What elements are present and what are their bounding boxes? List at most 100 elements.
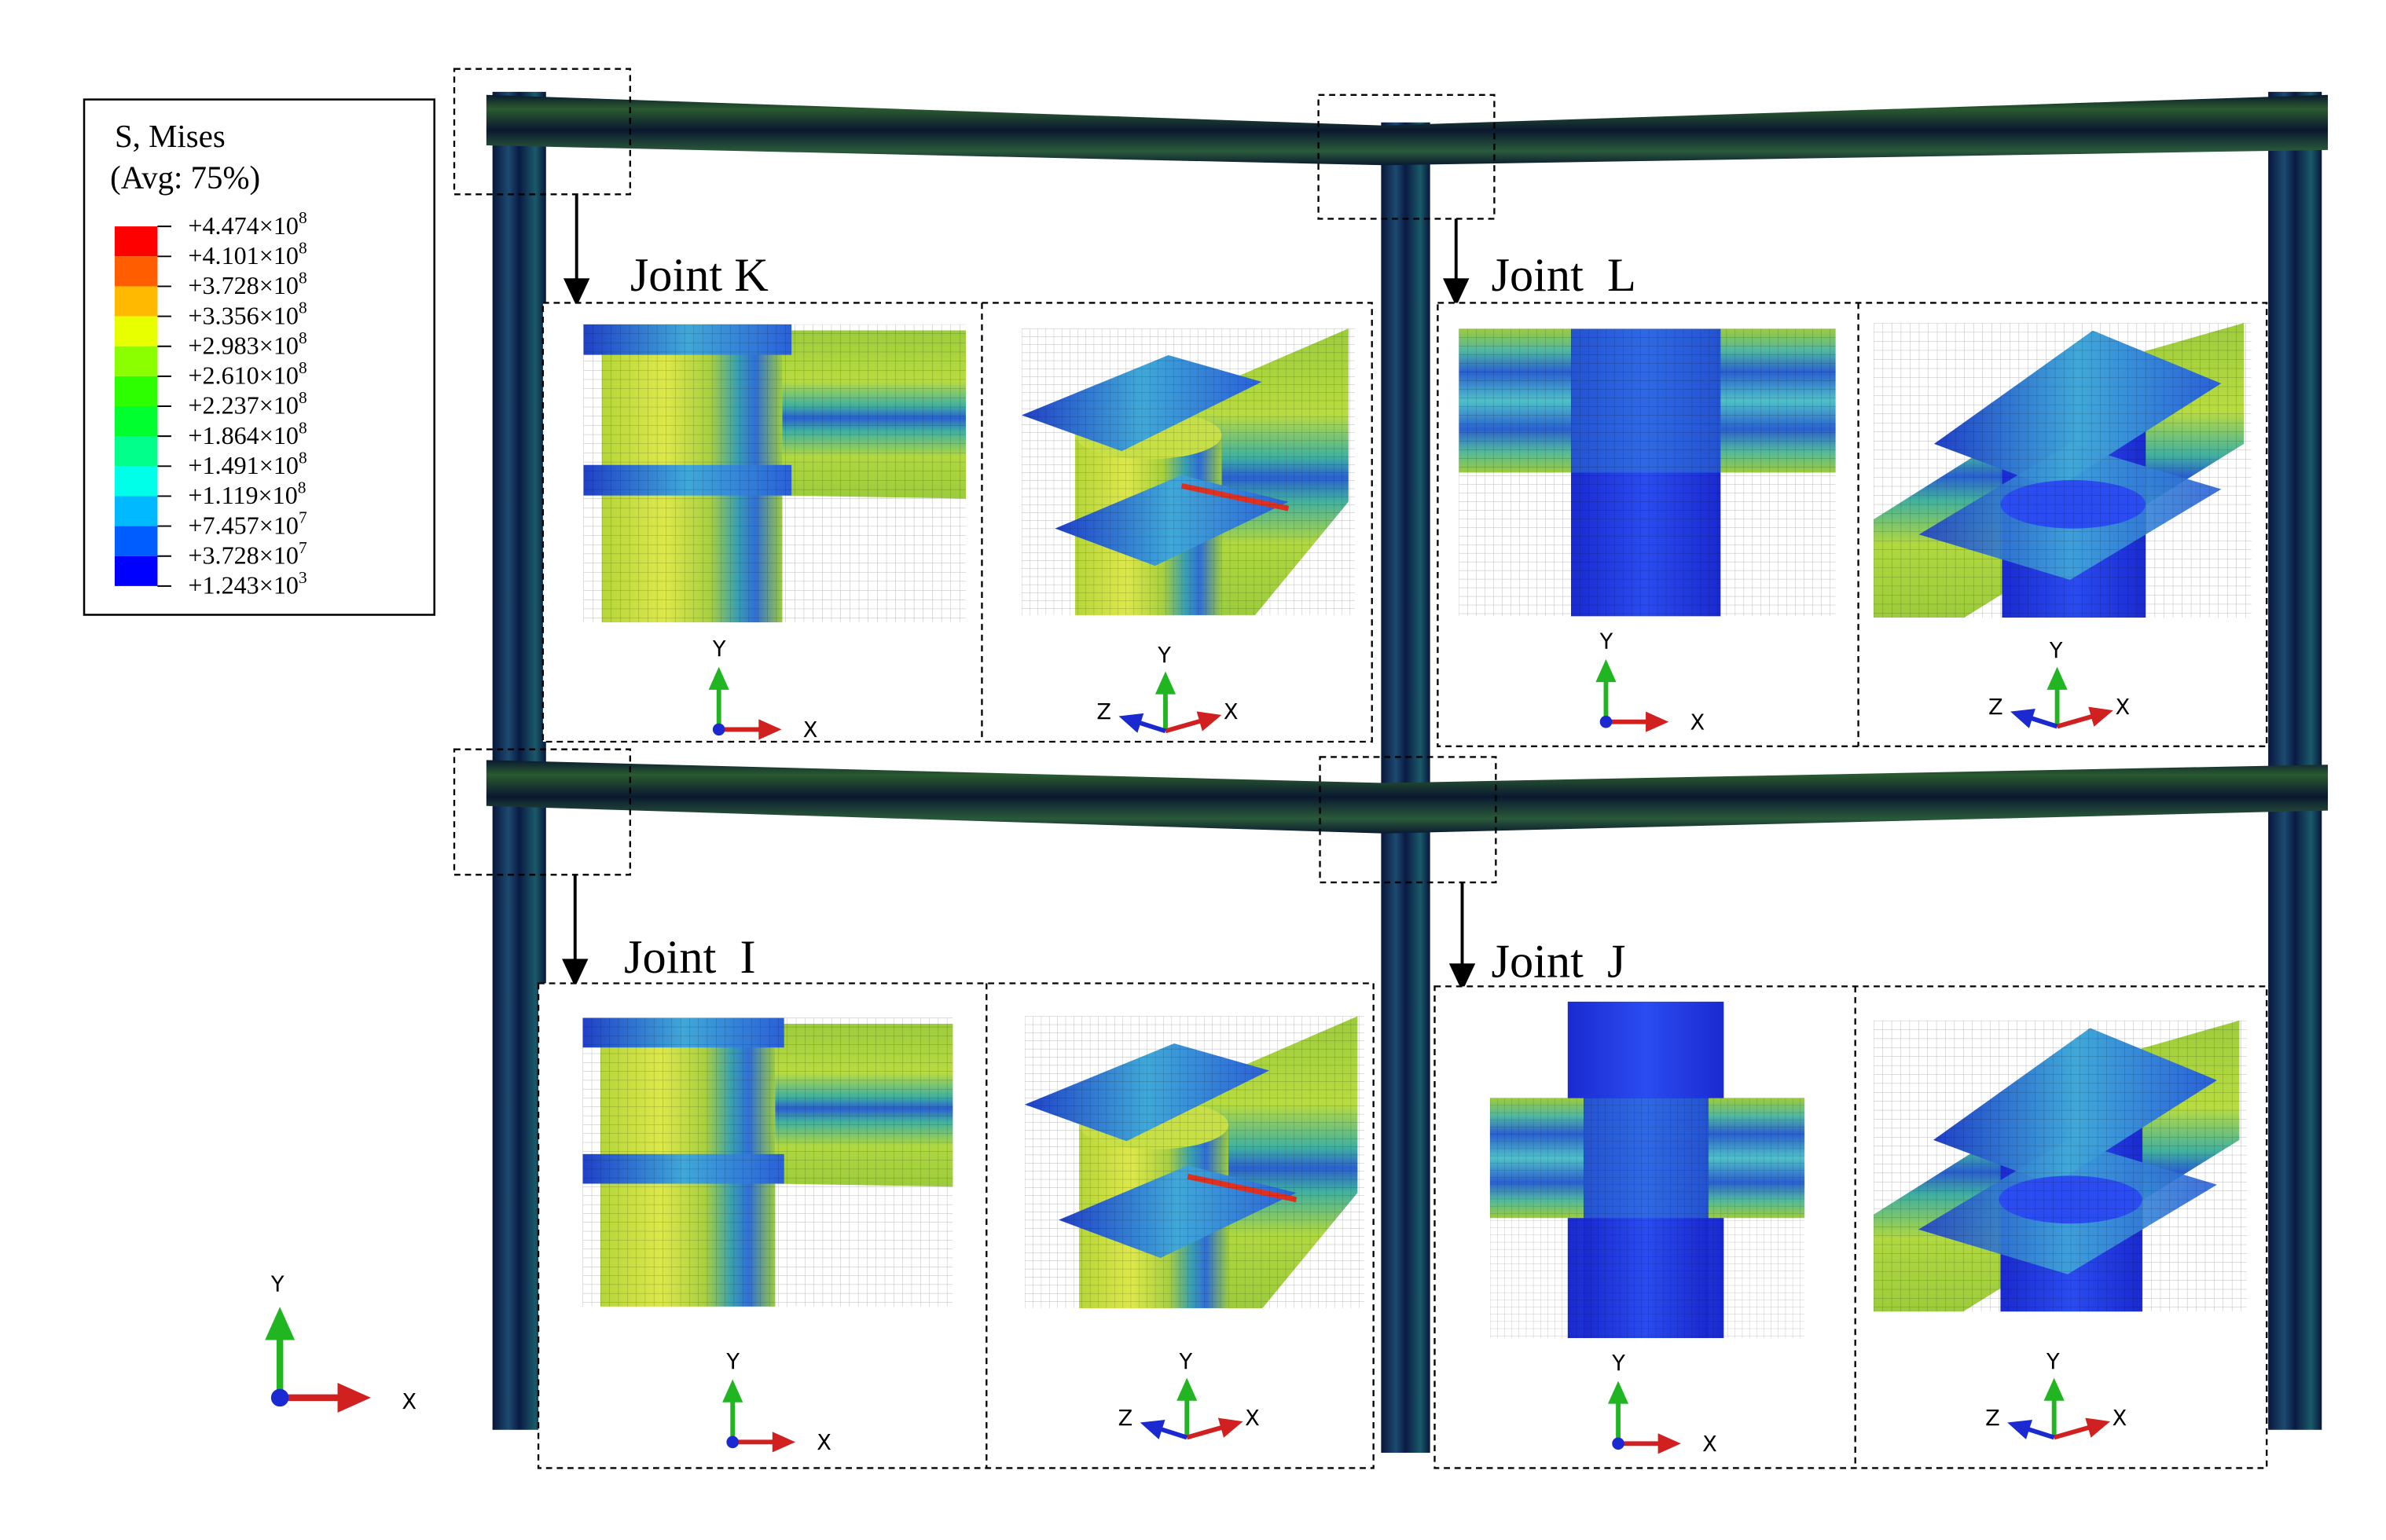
triad-arrowhead [2085,1417,2111,1438]
triad-arrowhead [1646,711,1669,732]
legend-label: +3.728×108 [188,269,307,300]
triad-origin [270,1388,289,1407]
triad-label: Y [2046,1350,2060,1374]
legend-label-exponent: 8 [299,208,307,227]
legend-label: +2.983×108 [188,328,307,360]
legend-label-exponent: 8 [298,478,307,497]
legend-swatch [114,226,158,257]
legend-swatch [114,316,158,346]
legend: S, Mises (Avg: 75%) +4.474×108+4.101×108… [83,98,435,616]
legend-swatch [114,496,158,526]
legend-swatch [114,526,158,556]
triad-label: X [1690,710,1705,735]
triad-arrowhead [1196,711,1222,732]
legend-label: +7.457×107 [188,508,307,540]
legend-label-mantissa: +2.983×10 [188,331,299,359]
legend-swatch [114,256,158,287]
legend-label-exponent: 8 [299,238,307,257]
triad-label: X [2113,1406,2127,1431]
triad-arrowhead [1217,1417,1243,1438]
triad-arrowhead [1176,1377,1198,1401]
legend-label-mantissa: +3.728×10 [188,271,299,299]
legend-label-exponent: 3 [299,568,307,587]
triad-arrowhead [758,719,782,740]
joint-label: Joint J [1492,936,1626,988]
triad-label: Y [1178,1350,1192,1374]
triad-arrowhead [2046,666,2068,690]
legend-label: +4.474×108 [188,208,307,240]
legend-label-mantissa: +1.864×10 [188,421,299,449]
joint-k-iso [1022,328,1355,615]
triad-label: Y [1599,629,1613,654]
triad-label: Z [1988,695,2003,720]
triad-arrowhead [2010,709,2035,728]
triad-label: X [402,1390,417,1414]
joint-label: Joint L [1492,249,1636,302]
triad-label: X [1224,700,1239,724]
joint-i-elevation [582,1018,953,1307]
triad-arrowhead [722,1379,743,1402]
joint-label: Joint K [630,249,769,302]
legend-label: +1.243×103 [188,568,307,600]
legend-label: +2.610×108 [188,358,307,390]
legend-label-exponent: 8 [299,269,307,288]
triad-label: Z [1118,1406,1133,1431]
legend-label-exponent: 8 [299,418,307,437]
legend-label-mantissa: +1.119×10 [188,481,297,509]
legend-label-mantissa: +3.728×10 [188,541,299,569]
triad-arrowhead [1657,1433,1681,1454]
joint-j-elevation [1489,1098,1805,1338]
legend-label-exponent: 7 [299,508,307,527]
legend-swatch [114,286,158,317]
legend-label-exponent: 8 [299,328,307,347]
legend-swatch [114,406,158,437]
legend-label: +3.356×108 [188,299,307,330]
legend-title: S, Mises [115,119,226,154]
triad-arrowhead [772,1432,795,1453]
triad-label: X [2116,695,2131,720]
triad-label: Y [1611,1351,1625,1376]
joint-callouts [453,68,1497,992]
triad-arrowhead [1154,671,1176,695]
triad-label: Y [270,1272,284,1296]
detail-panels: Joint K Joint L Joint I Joint J [537,249,2268,1469]
joint-l-iso [1874,323,2252,618]
triad-arrowhead [708,666,729,690]
triad-arrowhead [2043,1377,2065,1401]
legend-label-exponent: 8 [299,448,307,467]
legend-label: +3.728×107 [188,538,307,570]
triad-label: Y [1157,644,1171,668]
legend-label-mantissa: +4.101×10 [188,241,299,270]
legend-label-mantissa: +1.243×10 [188,571,299,600]
legend-swatch [114,556,158,586]
triad-arrowhead [2007,1419,2032,1439]
triad-origin [712,723,725,736]
legend-label-exponent: 7 [299,538,307,557]
joint-i-iso [1025,1016,1364,1308]
axis-triads: Y X Y X Y X Y X Y X Z Y X Z Y X Z Y X Z Y X [265,629,2130,1457]
legend-label-mantissa: +2.237×10 [188,391,299,420]
legend-label-exponent: 8 [299,388,307,407]
joint-label: Joint I [624,931,756,984]
triad-arrowhead [1140,1419,1165,1439]
legend-label-mantissa: +3.356×10 [188,301,299,329]
legend-swatch [114,376,158,407]
joint-j-iso [1874,1020,2247,1312]
triad-label: X [1245,1406,1260,1431]
triad-arrowhead [1595,658,1617,683]
joint-k-elevation [583,324,966,623]
legend-label-exponent: 8 [299,299,307,317]
legend-label: +1.119×108 [188,478,306,510]
triad-label: X [803,718,818,742]
triad-origin [1599,715,1613,728]
triad-label: Y [725,1350,740,1374]
legend-label-exponent: 8 [299,358,307,377]
triad-origin [726,1436,739,1449]
frame [486,91,2329,1453]
triad-label: Y [712,637,726,662]
triad-label: Z [1985,1406,2000,1431]
legend-label: +4.101×108 [188,238,307,270]
legend-label-mantissa: +7.457×10 [188,511,299,539]
